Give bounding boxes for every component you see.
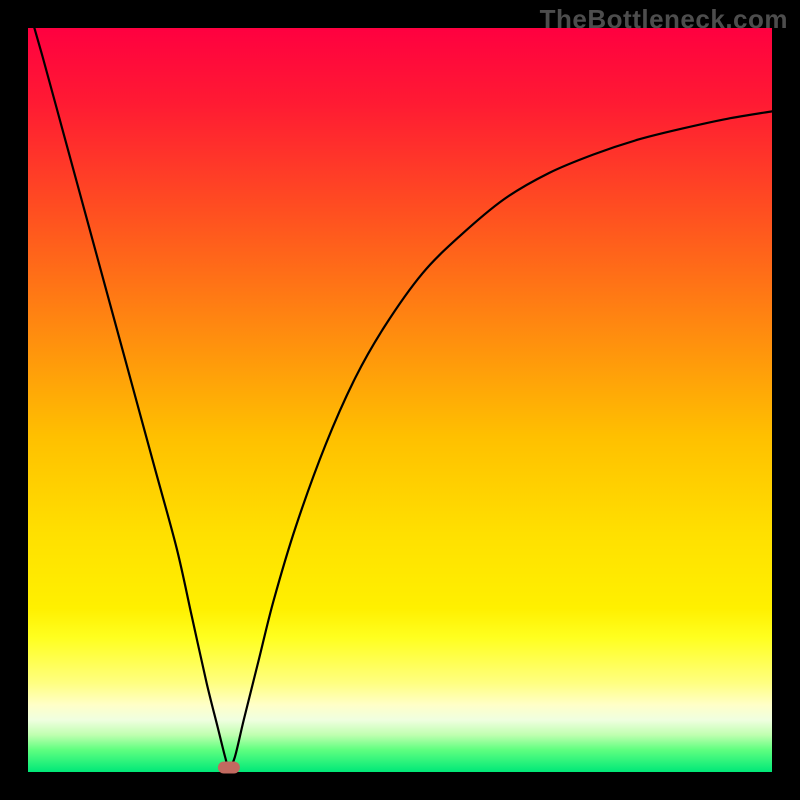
chart-container: TheBottleneck.com <box>0 0 800 800</box>
optimal-marker <box>218 762 240 774</box>
bottleneck-chart <box>0 0 800 800</box>
plot-gradient-background <box>28 28 772 772</box>
